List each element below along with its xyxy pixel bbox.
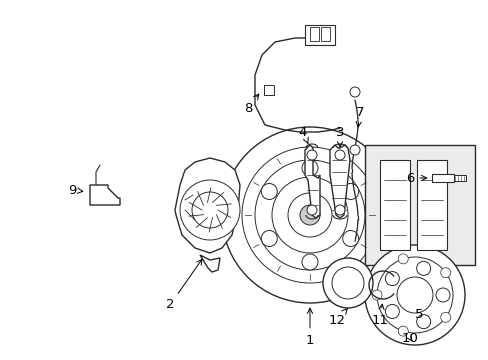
Text: 12: 12 xyxy=(328,309,347,327)
Circle shape xyxy=(349,145,359,155)
Circle shape xyxy=(192,192,227,228)
Polygon shape xyxy=(379,160,409,250)
Bar xyxy=(320,27,329,41)
Text: 8: 8 xyxy=(244,94,258,114)
Circle shape xyxy=(306,205,316,215)
Circle shape xyxy=(222,127,397,303)
Text: 10: 10 xyxy=(401,332,418,345)
Text: 3: 3 xyxy=(335,126,344,147)
Polygon shape xyxy=(175,158,240,253)
Circle shape xyxy=(435,288,449,302)
Bar xyxy=(305,25,334,45)
Circle shape xyxy=(342,184,358,199)
Text: 1: 1 xyxy=(305,308,314,346)
Bar xyxy=(364,145,474,265)
Circle shape xyxy=(180,180,240,240)
Circle shape xyxy=(396,277,432,313)
Text: 7: 7 xyxy=(355,105,364,127)
Circle shape xyxy=(349,87,359,97)
Circle shape xyxy=(334,150,345,160)
Text: 5: 5 xyxy=(414,309,423,321)
Circle shape xyxy=(306,150,316,160)
Bar xyxy=(453,175,465,181)
Circle shape xyxy=(323,258,372,308)
Text: 11: 11 xyxy=(371,304,387,327)
Circle shape xyxy=(416,315,430,329)
Circle shape xyxy=(397,254,407,264)
Bar xyxy=(431,174,453,182)
Circle shape xyxy=(385,305,399,319)
Text: 6: 6 xyxy=(405,171,426,185)
Polygon shape xyxy=(329,145,349,218)
Bar xyxy=(264,85,273,95)
Circle shape xyxy=(440,312,450,322)
Circle shape xyxy=(334,205,345,215)
Circle shape xyxy=(261,184,277,199)
Circle shape xyxy=(385,271,399,285)
Polygon shape xyxy=(305,145,319,218)
Circle shape xyxy=(242,147,377,283)
Circle shape xyxy=(287,193,331,237)
Circle shape xyxy=(376,257,452,333)
Circle shape xyxy=(331,267,363,299)
Circle shape xyxy=(371,290,381,300)
Polygon shape xyxy=(200,255,220,272)
Circle shape xyxy=(416,261,430,275)
Polygon shape xyxy=(416,160,446,250)
Circle shape xyxy=(299,205,319,225)
Circle shape xyxy=(364,245,464,345)
Circle shape xyxy=(302,254,317,270)
Polygon shape xyxy=(90,185,120,205)
Text: 2: 2 xyxy=(165,259,202,311)
Circle shape xyxy=(302,160,317,176)
Circle shape xyxy=(342,230,358,247)
Circle shape xyxy=(254,160,364,270)
Circle shape xyxy=(261,230,277,247)
Text: 9: 9 xyxy=(68,184,82,197)
Circle shape xyxy=(397,326,407,336)
Text: 4: 4 xyxy=(298,126,307,144)
Bar xyxy=(309,27,318,41)
Circle shape xyxy=(271,177,347,253)
Circle shape xyxy=(440,268,450,278)
